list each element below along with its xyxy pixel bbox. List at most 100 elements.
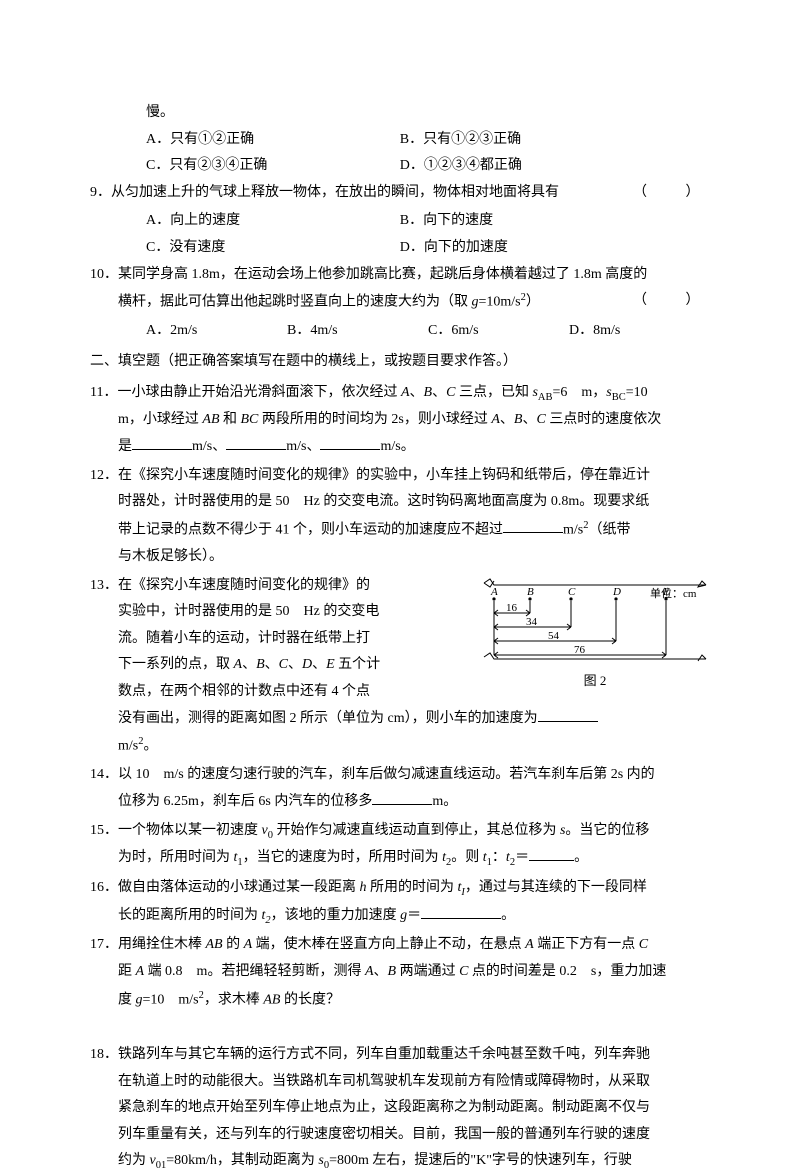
q11-l3: 是m/s、m/s、m/s。 <box>118 434 710 461</box>
q10-l1c: ） <box>526 295 540 310</box>
section2-title: 二、填空题（把正确答案填写在题中的横线上，或按题目要求作答。） <box>90 349 710 376</box>
q17-l3c: ，求木棒 <box>204 992 264 1007</box>
q10: 10．某同学身高 1.8m，在运动会场上他参加跳高比赛，起跳后身体横着越过了 1… <box>90 262 710 317</box>
q17-l2b: 端 0.8 m。若把绳轻轻剪断，测得 <box>144 964 365 979</box>
q13-l6: 没有画出，测得的距离如图 2 所示（单位为 cm），则小车的加速度为 <box>118 706 710 733</box>
q14-l1: 14．以 10 m/s 的速度匀速行驶的汽车，刹车后做匀减速直线运动。若汽车刹车… <box>90 762 710 789</box>
q13-l7b: 。 <box>143 739 157 754</box>
v-A5: A <box>525 937 534 952</box>
q11-l2a: m，小球经过 <box>118 412 202 427</box>
q12-l1: 12．在《探究小车速度随时间变化的规律》的实验中，小车挂上钩码和纸带后，停在靠近… <box>90 463 710 490</box>
q11-l1a: 11．一小球由静止开始沿光滑斜面滚下，依次经过 <box>90 385 401 400</box>
q10-paren: （ ） <box>633 288 703 315</box>
blank-11a <box>132 435 192 450</box>
q17-l1: 17．用绳拴住木棒 AB 的 A 端，使木棒在竖直方向上静止不动，在悬点 A 端… <box>90 932 710 959</box>
q15-l1b: 开始作匀减速直线运动直到停止，其总位移为 <box>273 823 560 838</box>
q16-l1b: 所用的时间为 <box>367 880 458 895</box>
v-E3: E <box>326 657 335 672</box>
v-C4: C <box>639 937 648 952</box>
q12-l3a: 带上记录的点数不得少于 41 个，则小车运动的加速度应不超过 <box>118 522 503 537</box>
q15-l2: 为时，所用时间为 t1，当它的速度为时，所用时间为 t2。则 t1：t2＝。 <box>118 845 710 873</box>
q17: 17．用绳拴住木棒 AB 的 A 端，使木棒在竖直方向上静止不动，在悬点 A 端… <box>90 932 710 1013</box>
q10-optA: A．2m/s <box>146 318 287 345</box>
v-AB2: AB <box>206 937 223 952</box>
q13-l6a: 没有画出，测得的距离如图 2 所示（单位为 cm），则小车的加速度为 <box>118 711 538 726</box>
var-sAB: AB <box>538 391 553 402</box>
q15-l2f: 。 <box>574 850 588 865</box>
q16-l2d: 。 <box>501 908 515 923</box>
q15-l1: 15．一个物体以某一初速度 v0 开始作匀减速直线运动直到停止，其总位移为 s。… <box>90 818 710 846</box>
blank-12 <box>503 518 563 533</box>
var-A: A <box>401 385 410 400</box>
q17-l2d: 两端通过 <box>396 964 459 979</box>
spacer <box>90 1016 710 1042</box>
q9-optA: A．向上的速度 <box>146 208 400 235</box>
q13-l4a: 下一系列的点，取 <box>118 657 234 672</box>
q18-l5: 约为 v01=80km/h，其制动距离为 s0=800m 左右，提速后的"K"字… <box>118 1148 710 1176</box>
q11-l3c: m/s、 <box>286 439 320 454</box>
q8-optD: D．①②③④都正确 <box>400 153 654 180</box>
q14-l2b: m。 <box>432 794 457 809</box>
q16-l1a: 16．做自由落体运动的小球通过某一段距离 <box>90 880 360 895</box>
v-A4: A <box>244 937 253 952</box>
v-v01s: 01 <box>156 1160 167 1171</box>
q11-l3a: 是 <box>118 439 132 454</box>
q18-l2: 在轨道上时的动能很大。当铁路机车司机驾驶机车发现前方有险情或障碍物时，从采取 <box>118 1069 710 1096</box>
q14-l2a: 位移为 6.25m，刹车后 6s 内汽车的位移多 <box>118 794 372 809</box>
q11-l1: 11．一小球由静止开始沿光滑斜面滚下，依次经过 A、B、C 三点，已知 sAB=… <box>90 380 710 408</box>
q15-l2a: 为时，所用时间为 <box>118 850 234 865</box>
q15-l2e: ＝ <box>515 850 529 865</box>
q16: 16．做自由落体运动的小球通过某一段距离 h 所用的时间为 tI，通过与其连续的… <box>90 875 710 930</box>
blank-15 <box>529 846 574 861</box>
q16-l2: 长的距离所用的时间为 t2，该地的重力加速度 g＝。 <box>118 903 710 931</box>
q9-optB: B．向下的速度 <box>400 208 654 235</box>
blank-14 <box>372 790 432 805</box>
q12-l3: 带上记录的点数不得少于 41 个，则小车运动的加速度应不超过m/s2（纸带 <box>118 516 710 544</box>
q18-l3: 紧急刹车的地点开始至列车停止地点为止，这段距离称之为制动距离。制动距离不仅与 <box>118 1095 710 1122</box>
q17-l1c: 端，使木棒在竖直方向上静止不动，在悬点 <box>252 937 525 952</box>
q9-stem: 9．从匀加速上升的气球上释放一物体，在放出的瞬间，物体相对地面将具有 <box>90 185 559 200</box>
var-AB: AB <box>202 412 219 427</box>
q11-l3d: m/s。 <box>380 439 414 454</box>
q14-l2: 位移为 6.25m，刹车后 6s 内汽车的位移多 m。 <box>118 789 710 816</box>
q15: 15．一个物体以某一初速度 v0 开始作匀减速直线运动直到停止，其总位移为 s。… <box>90 818 710 873</box>
q10-l1a: 10．某同学身高 1.8m，在运动会场上他参加跳高比赛，起跳后身体横着越过了 1… <box>90 267 647 282</box>
q15-l2c: 。则 <box>451 850 483 865</box>
q10-gpost: =10m/s <box>479 295 521 310</box>
q17-l1a: 17．用绳拴住木棒 <box>90 937 206 952</box>
q10-optD: D．8m/s <box>569 318 710 345</box>
v-A7: A <box>365 964 374 979</box>
svg-text:B: B <box>527 586 534 598</box>
q11-sep3: 、 <box>500 412 514 427</box>
q9-optD: D．向下的加速度 <box>400 235 654 262</box>
svg-text:A: A <box>490 586 498 598</box>
q8-optC: C．只有②③④正确 <box>146 153 400 180</box>
var-BC: BC <box>241 412 259 427</box>
q12-l2: 时器处，计时器使用的是 50 Hz 的交变电流。这时钩码离地面高度为 0.8m。… <box>118 489 710 516</box>
q9-options-row1: A．向上的速度 B．向下的速度 <box>146 208 710 235</box>
q17-l3: 度 g=10 m/s2，求木棒 AB 的长度？ <box>118 986 710 1014</box>
q17-l2: 距 A 端 0.8 m。若把绳轻轻剪断，测得 A、B 两端通过 C 点的时间差是… <box>118 959 710 986</box>
svg-text:C: C <box>568 586 576 598</box>
q17-l2c: 、 <box>374 964 388 979</box>
v-A3: A <box>234 657 243 672</box>
q13-l7: m/s2。 <box>118 732 710 760</box>
q11-l1c: 三点，已知 <box>455 385 532 400</box>
q11-l1e: =10 <box>626 385 648 400</box>
q16-l2a: 长的距离所用的时间为 <box>118 908 262 923</box>
q12-l4: 与木板足够长）。 <box>118 544 710 571</box>
q10-optB: B．4m/s <box>287 318 428 345</box>
q11-l2: m，小球经过 AB 和 BC 两段所用的时间均为 2s，则小球经过 A、B、C … <box>118 407 710 434</box>
v-B3: B <box>256 657 265 672</box>
q11-sep1: 、 <box>410 385 424 400</box>
var-sBC: BC <box>612 391 626 402</box>
q15-l2b: ，当它的速度为时，所用时间为 <box>243 850 443 865</box>
figure-2-caption: 图 2 <box>480 669 710 694</box>
q8-options-row1: A．只有①②正确 B．只有①②③正确 <box>146 127 710 154</box>
q12-l3b: m/s <box>563 522 583 537</box>
page: 慢。 A．只有①②正确 B．只有①②③正确 C．只有②③④正确 D．①②③④都正… <box>0 0 800 1132</box>
fig2-dAB: 16 <box>506 602 518 614</box>
q12: 12．在《探究小车速度随时间变化的规律》的实验中，小车挂上钩码和纸带后，停在靠近… <box>90 463 710 571</box>
q16-l1c: ，通过与其连续的下一段同样 <box>465 880 647 895</box>
q17-l2e: 点的时间差是 0.2 s，重力加速 <box>468 964 666 979</box>
